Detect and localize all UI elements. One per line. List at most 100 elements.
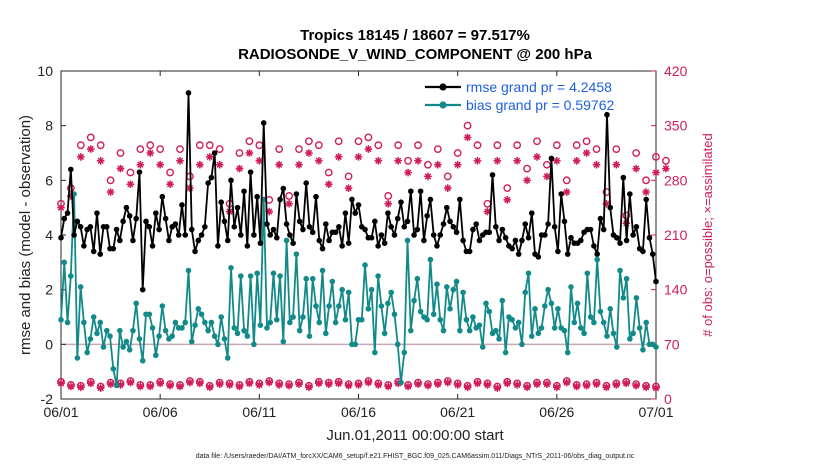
bias-series-point [283,237,290,244]
bias-series-point [365,306,372,312]
bias-series-point [525,270,532,277]
rmse-series-point [270,226,277,233]
bias-series-point [600,319,607,326]
obs-possible-marker [324,168,333,177]
bias-series-point [192,322,198,329]
legend-rmse-label: rmse grand pr = 4.2458 [466,79,612,95]
rmse-series-point [192,248,198,255]
rmse-series-point [470,226,476,233]
bias-series-point [103,327,110,334]
obs-assimilated-marker [513,157,521,165]
obs-assimilated-marker [324,380,333,388]
rmse-series-point [620,174,627,181]
obs-possible-marker [404,156,412,165]
rmse-series-point [264,221,270,227]
y-axis-label: rmse and bias (model - observation) [17,115,34,355]
bias-series-point [362,262,368,268]
obs-assimilated-marker [543,172,551,181]
bias-series-point [401,349,408,356]
obs-possible-marker [493,141,502,150]
x-tick-label: 07/01 [638,404,673,420]
bias-series-point [630,330,636,337]
rmse-series-point [617,240,623,246]
rmse-series-point [591,243,597,249]
bias-series-point [607,306,614,312]
rmse-series-point [512,237,519,244]
rmse-series-point [257,240,264,246]
rmse-series-point [309,229,316,236]
rmse-series-point [198,232,205,238]
bias-series-point [257,322,264,329]
bias-series-point [120,344,126,350]
bias-series-point [653,344,659,350]
bias-series-point [188,338,195,345]
bias-series-point [234,330,241,337]
bias-series-point [84,349,90,356]
obs-possible-marker [562,176,571,185]
obs-assimilated-marker [215,380,224,388]
rmse-series-point [103,224,110,230]
rmse-series-point [117,237,123,244]
obs-assimilated-marker [186,378,194,387]
rmse-series-point [437,232,444,238]
rmse-series-point [74,218,81,225]
obs-assimilated-marker [622,379,631,388]
x-tick-label: 06/21 [440,404,475,420]
rmse-series-point [306,224,313,230]
obs-possible-marker [662,156,670,165]
obs-possible-marker [433,145,442,153]
rmse-series-point [466,248,473,255]
rmse-series-point [81,243,87,249]
rmse-series-point [450,224,457,230]
bias-series-point [117,327,123,334]
bias-series-point [345,289,352,296]
obs-assimilated-marker [424,381,432,390]
rmse-series-point [215,243,221,249]
rmse-series-point [604,111,610,118]
bias-series-point [107,333,113,339]
obs-assimilated-marker [434,380,442,388]
bias-series-point [528,333,535,339]
rmse-series-point [394,215,401,222]
bias-series-point [381,330,388,337]
obs-possible-marker [146,141,155,150]
y-right-tick-label: 140 [664,282,688,298]
bias-series-point [241,327,247,334]
rmse-series-point [218,199,224,205]
rmse-series-point [313,193,319,200]
obs-assimilated-marker [334,153,343,161]
bias-series-point [640,347,646,353]
obs-assimilated-marker [354,153,363,161]
rmse-series-point [300,226,306,233]
obs-assimilated-marker [245,379,254,388]
rmse-series-point [633,224,640,230]
obs-assimilated-marker [67,382,75,391]
bias-series-point [74,355,81,361]
obs-assimilated-marker [523,383,531,392]
obs-possible-marker [582,137,591,146]
bias-series-point [159,303,166,309]
bias-series-point [408,327,414,334]
bias-series-point [358,316,365,323]
rmse-series-point [153,210,159,216]
rmse-series-point [296,218,303,225]
obs-assimilated-marker [483,207,492,216]
rmse-series-point [427,196,434,203]
obs-assimilated-marker [275,160,283,169]
obs-assimilated-marker [553,157,561,165]
bias-series-point [182,319,189,326]
rmse-series-point [411,232,417,238]
obs-possible-marker [513,141,522,150]
bias-series-point [218,314,224,320]
bias-series-point [404,237,411,244]
rmse-series-point [499,226,506,233]
bias-series-point [100,344,107,350]
obs-assimilated-marker [255,381,264,389]
bias-series-point [424,316,430,323]
obs-assimilated-marker [553,383,561,392]
obs-possible-marker [285,192,293,200]
bias-series-point [581,330,587,337]
rmse-series-point [473,221,479,227]
obs-possible-marker [354,137,363,146]
obs-possible-marker [295,145,303,153]
